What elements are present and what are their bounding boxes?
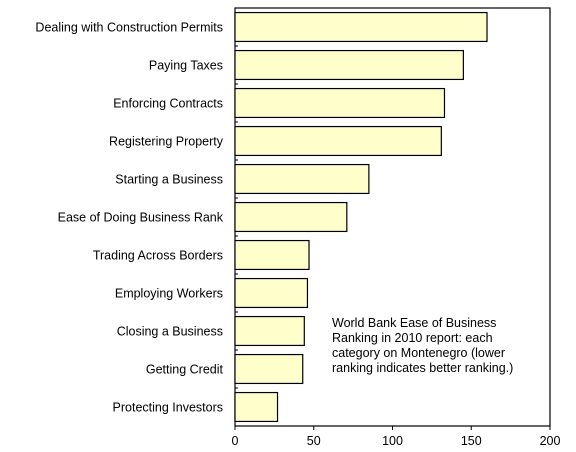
category-label: Dealing with Construction Permits <box>35 21 223 35</box>
category-label: Starting a Business <box>115 173 223 187</box>
bars-group <box>234 11 488 423</box>
x-axis-ticks: 0 50 100 150 200 <box>232 426 561 448</box>
category-label: Registering Property <box>109 135 224 149</box>
bar <box>234 163 370 195</box>
bar <box>234 353 304 385</box>
x-tick-label: 200 <box>540 434 561 448</box>
x-tick-label: 50 <box>307 434 321 448</box>
category-label: Enforcing Contracts <box>113 97 223 111</box>
x-tick-label: 100 <box>382 434 403 448</box>
bar <box>234 391 279 423</box>
category-label: Trading Across Borders <box>93 249 223 263</box>
category-label: Employing Workers <box>115 287 223 301</box>
category-label: Getting Credit <box>146 363 224 377</box>
bar <box>234 239 310 271</box>
x-tick-label: 150 <box>461 434 482 448</box>
y-axis-ticks <box>235 45 238 389</box>
x-tick-label: 0 <box>232 434 239 448</box>
bar <box>234 277 309 309</box>
bar <box>234 49 464 81</box>
category-label: Closing a Business <box>117 325 223 339</box>
category-label: Protecting Investors <box>113 401 223 415</box>
bar <box>234 87 446 119</box>
bar <box>234 11 488 43</box>
category-label: Paying Taxes <box>149 59 223 73</box>
chart-annotation: World Bank Ease of Business Ranking in 2… <box>332 316 514 375</box>
category-labels: Dealing with Construction Permits Paying … <box>35 21 223 415</box>
bar <box>234 201 348 233</box>
bar <box>234 125 442 157</box>
category-label: Ease of Doing Business Rank <box>58 211 224 225</box>
bar <box>234 315 305 347</box>
